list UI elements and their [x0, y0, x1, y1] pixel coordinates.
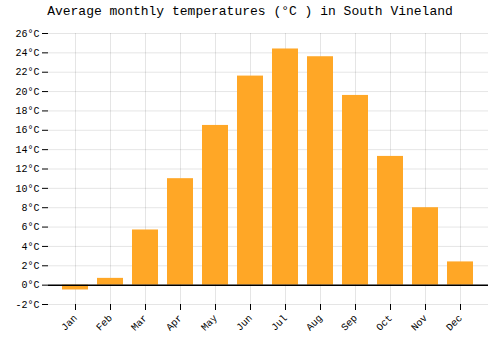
svg-text:Jan: Jan: [59, 313, 80, 334]
svg-text:24°C: 24°C: [15, 48, 39, 59]
svg-text:22°C: 22°C: [15, 67, 39, 78]
svg-text:Jul: Jul: [269, 313, 290, 334]
svg-text:6°C: 6°C: [21, 222, 39, 233]
svg-text:10°C: 10°C: [15, 184, 39, 195]
svg-text:May: May: [199, 313, 220, 334]
svg-text:Nov: Nov: [409, 313, 430, 334]
svg-text:2°C: 2°C: [21, 261, 39, 272]
svg-text:Dec: Dec: [444, 313, 465, 334]
svg-text:Aug: Aug: [304, 313, 325, 334]
svg-text:12°C: 12°C: [15, 164, 39, 175]
svg-text:8°C: 8°C: [21, 203, 39, 214]
svg-text:4°C: 4°C: [21, 242, 39, 253]
svg-text:Apr: Apr: [164, 313, 185, 334]
svg-text:Mar: Mar: [129, 313, 150, 334]
svg-text:20°C: 20°C: [15, 87, 39, 98]
svg-text:-2°C: -2°C: [15, 300, 39, 311]
svg-text:Feb: Feb: [94, 313, 115, 334]
svg-text:Jun: Jun: [234, 313, 255, 334]
svg-text:14°C: 14°C: [15, 145, 39, 156]
svg-text:16°C: 16°C: [15, 125, 39, 136]
svg-text:18°C: 18°C: [15, 106, 39, 117]
svg-text:Oct: Oct: [374, 313, 395, 334]
svg-text:0°C: 0°C: [21, 280, 39, 291]
svg-text:Sep: Sep: [339, 313, 360, 334]
html-text:Average monthly temperatures (: Average monthly temperatures (°C ) in So…: [47, 4, 453, 19]
svg-text:26°C: 26°C: [15, 29, 39, 40]
